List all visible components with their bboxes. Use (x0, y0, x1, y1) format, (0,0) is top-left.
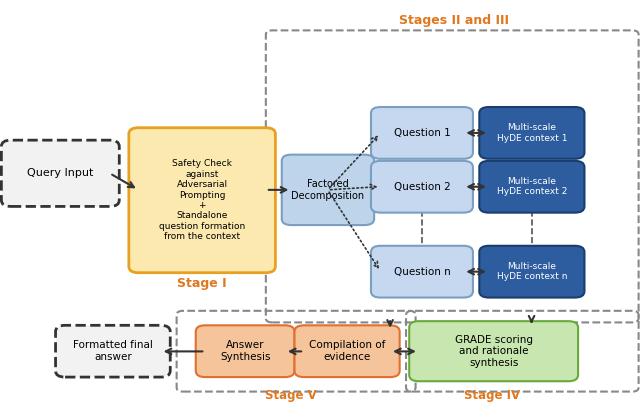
Text: Question n: Question n (394, 266, 451, 276)
Text: Safety Check
against
Adversarial
Prompting
+
Standalone
question formation
from : Safety Check against Adversarial Prompti… (159, 159, 245, 241)
Text: Stage IV: Stage IV (464, 389, 520, 402)
Text: Answer
Synthesis: Answer Synthesis (220, 340, 270, 362)
FancyBboxPatch shape (56, 325, 170, 377)
Text: Question 1: Question 1 (394, 128, 451, 138)
Text: Multi-scale
HyDE context n: Multi-scale HyDE context n (497, 262, 567, 281)
Text: Query Input: Query Input (27, 168, 93, 178)
FancyBboxPatch shape (371, 246, 473, 298)
Text: Stage V: Stage V (266, 389, 317, 402)
Text: Question 2: Question 2 (394, 182, 451, 192)
FancyBboxPatch shape (479, 246, 584, 298)
FancyBboxPatch shape (282, 155, 374, 225)
Text: Factored
Decomposition: Factored Decomposition (291, 179, 365, 201)
FancyBboxPatch shape (371, 161, 473, 213)
FancyBboxPatch shape (129, 128, 275, 273)
Text: Formatted final
answer: Formatted final answer (73, 340, 153, 362)
Text: Compilation of
evidence: Compilation of evidence (309, 340, 385, 362)
FancyBboxPatch shape (371, 107, 473, 159)
Text: Multi-scale
HyDE context 1: Multi-scale HyDE context 1 (497, 123, 567, 143)
FancyBboxPatch shape (479, 161, 584, 213)
FancyBboxPatch shape (479, 107, 584, 159)
Text: GRADE scoring
and rationale
synthesis: GRADE scoring and rationale synthesis (454, 334, 532, 368)
FancyBboxPatch shape (196, 325, 294, 377)
Text: Stage I: Stage I (177, 277, 227, 290)
Text: Multi-scale
HyDE context 2: Multi-scale HyDE context 2 (497, 177, 567, 196)
FancyBboxPatch shape (294, 325, 399, 377)
FancyBboxPatch shape (409, 321, 578, 381)
Text: Stages II and III: Stages II and III (399, 13, 509, 27)
FancyBboxPatch shape (1, 140, 119, 206)
